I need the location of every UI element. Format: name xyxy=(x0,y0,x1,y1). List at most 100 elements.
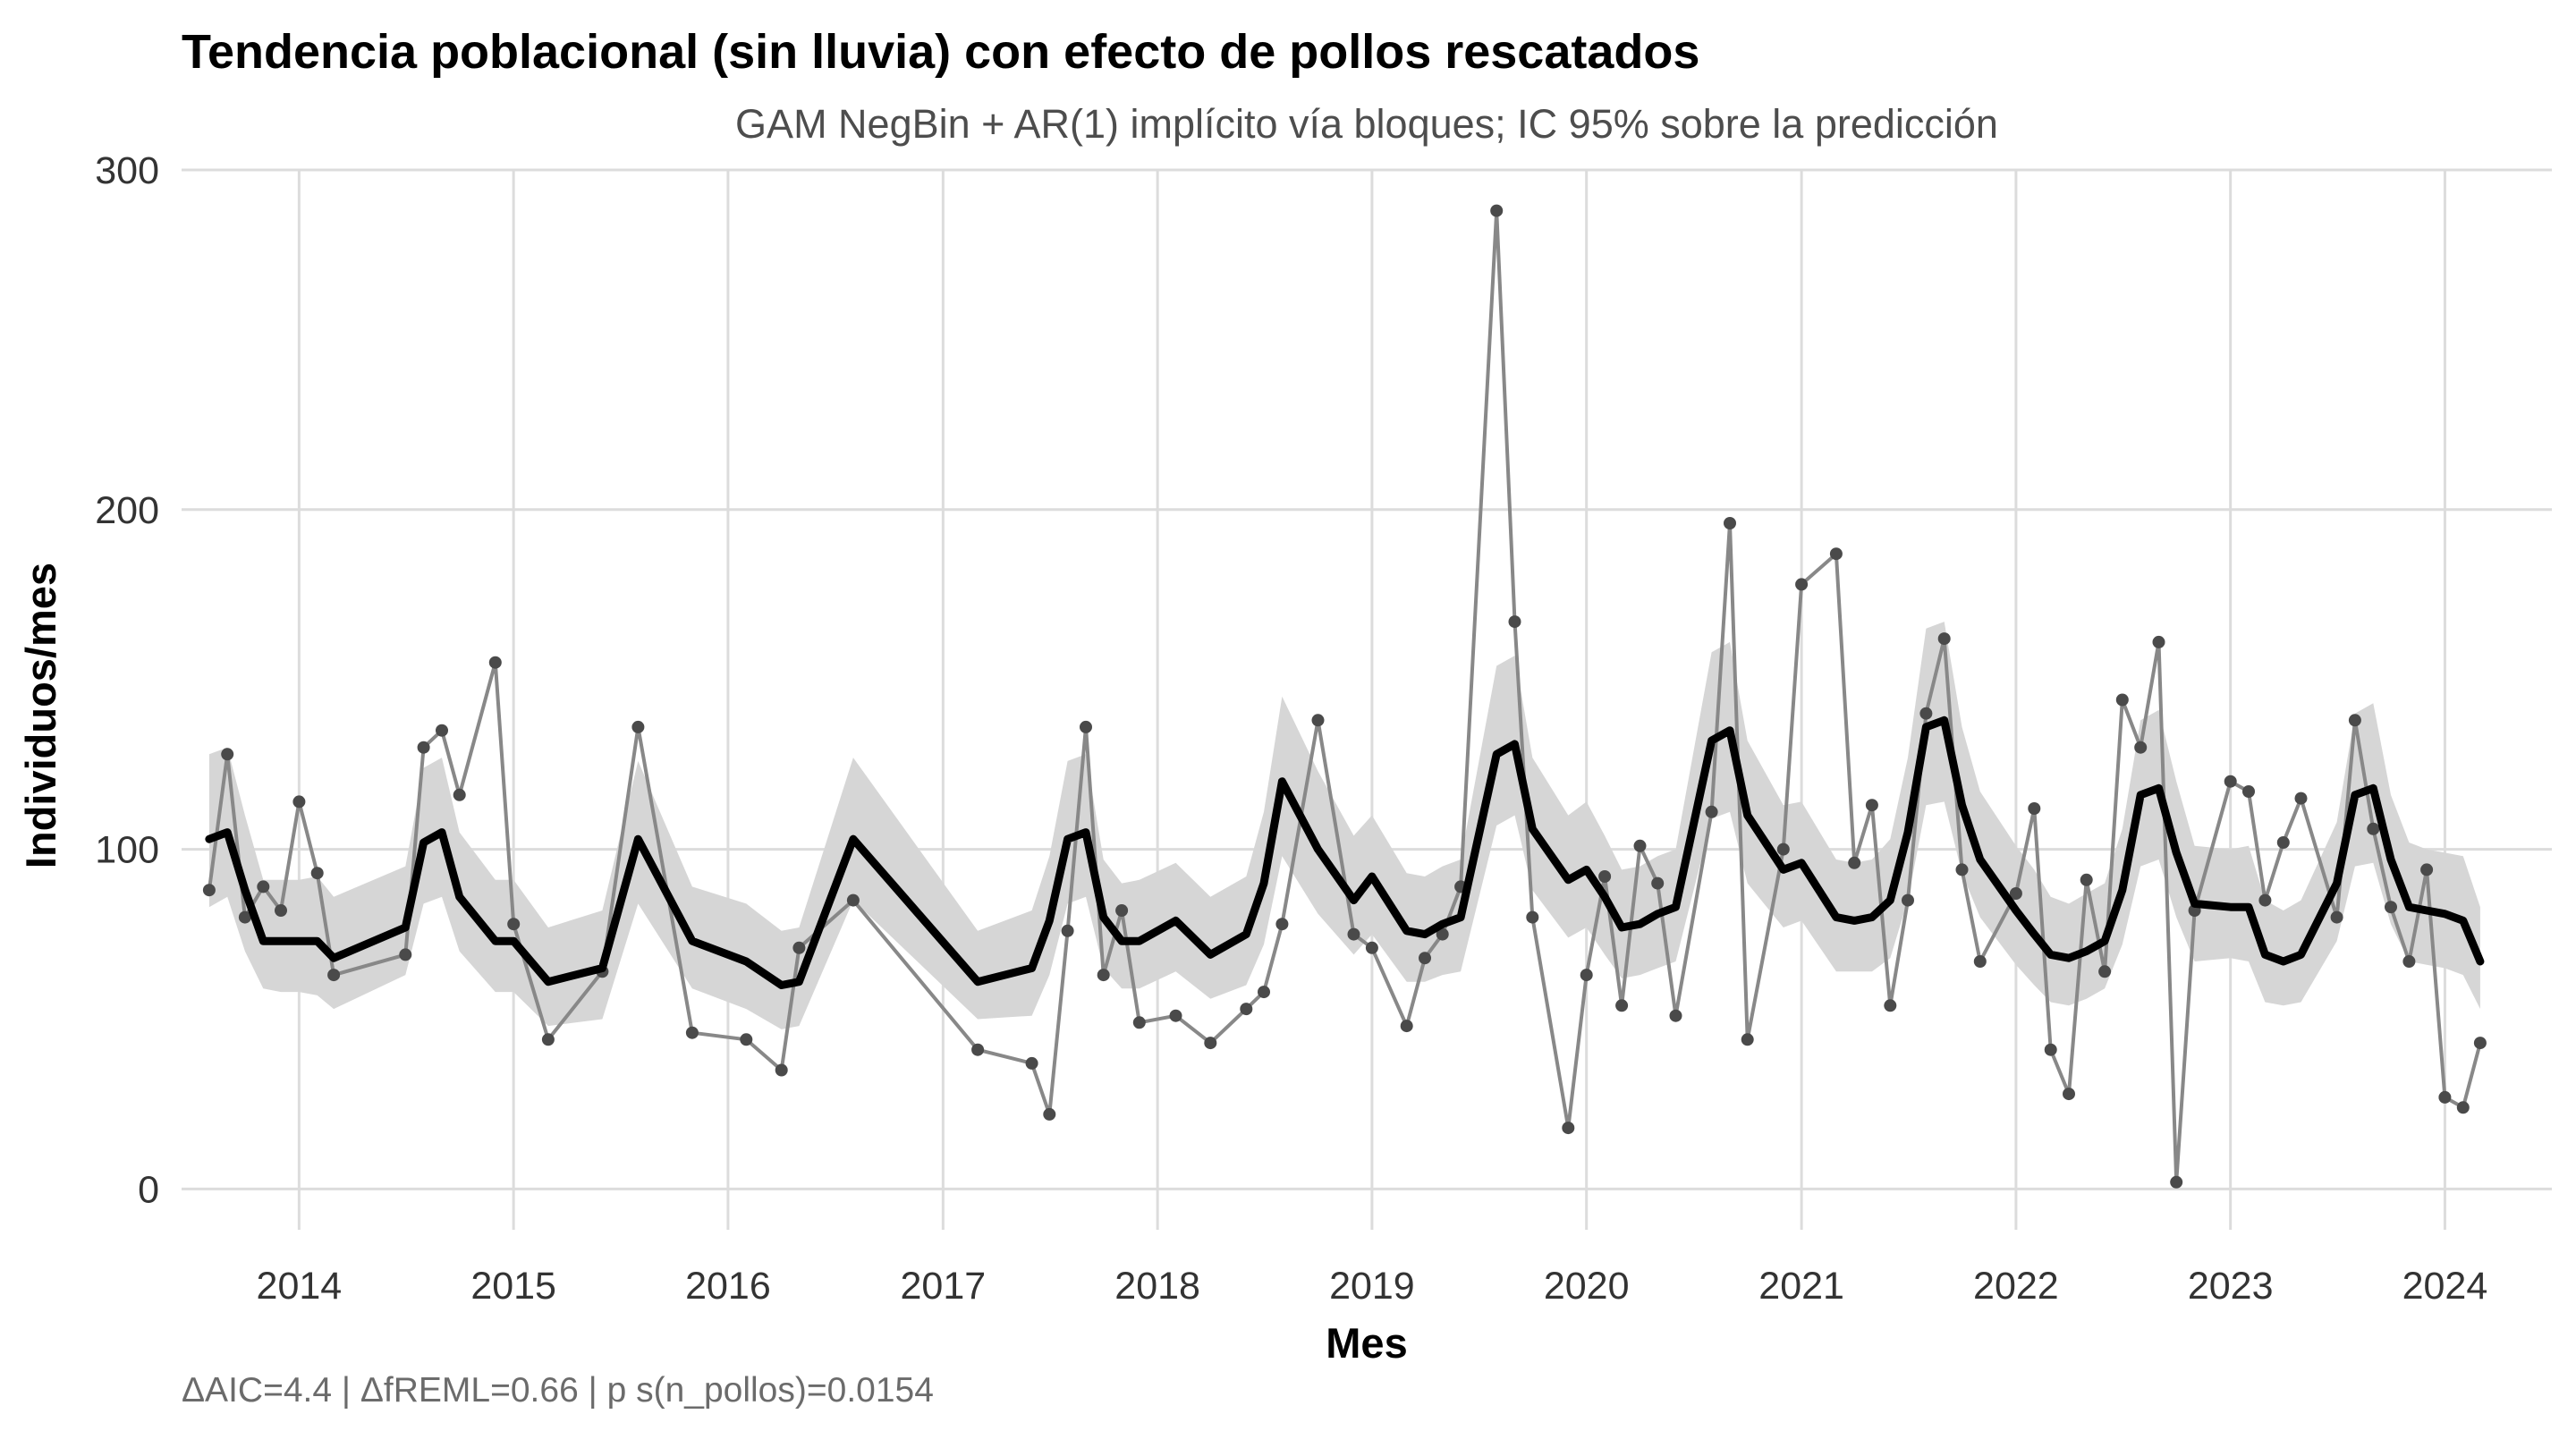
observed-point xyxy=(1580,969,1593,982)
observed-point xyxy=(2348,714,2361,727)
observed-point xyxy=(1240,1003,1253,1016)
observed-point xyxy=(1741,1033,1754,1046)
observed-point xyxy=(1080,720,1092,733)
observed-point xyxy=(1937,632,1951,646)
fitted-series xyxy=(205,716,2485,989)
observed-point xyxy=(1955,863,1969,876)
observed-point xyxy=(1633,839,1647,852)
observed-point xyxy=(1795,578,1809,591)
observed-point xyxy=(2134,741,2148,754)
observed-point xyxy=(2294,792,2308,805)
observed-point xyxy=(436,724,448,737)
observed-point xyxy=(1258,986,1270,999)
x-tick-label: 2024 xyxy=(2402,1265,2488,1308)
observed-point xyxy=(1419,952,1431,965)
observed-point xyxy=(1097,969,1110,982)
observed-point xyxy=(1705,805,1718,818)
observed-point xyxy=(2420,863,2434,876)
observed-point xyxy=(1365,941,1378,954)
x-tick-label: 2018 xyxy=(1114,1265,1200,1308)
observed-point xyxy=(1562,1122,1575,1135)
observed-point xyxy=(1651,876,1665,890)
y-tick-label: 200 xyxy=(95,489,159,532)
observed-point xyxy=(1311,714,1325,727)
chart-subtitle: GAM NegBin + AR(1) implícito vía bloques… xyxy=(735,101,1998,147)
observed-point xyxy=(1902,893,1914,907)
observed-point xyxy=(202,884,216,897)
observed-point xyxy=(1776,843,1790,856)
observed-point xyxy=(399,948,412,961)
observed-point xyxy=(507,918,521,931)
observed-point xyxy=(1169,1009,1182,1022)
observed-point xyxy=(2115,693,2129,707)
y-tick-label: 0 xyxy=(138,1168,159,1211)
observed-point xyxy=(971,1043,985,1056)
observed-point xyxy=(792,941,806,954)
observed-point xyxy=(1115,904,1129,917)
observed-point xyxy=(2242,785,2255,798)
observed-point xyxy=(2080,873,2093,886)
observed-point xyxy=(1848,856,1861,869)
caption: ΔAIC=4.4 | ΔfREML=0.66 | p s(n_pollos)=0… xyxy=(182,1371,934,1410)
observed-point xyxy=(2028,802,2041,815)
observed-point xyxy=(1061,924,1074,937)
observed-point xyxy=(1132,1016,1146,1029)
observed-point xyxy=(257,880,270,893)
x-tick-label: 2014 xyxy=(257,1265,343,1308)
observed-point xyxy=(327,969,341,982)
x-tick-labels: 2014 2015 2016 2017 2018 2019 2020 2021 2022 2023… xyxy=(257,1265,2488,1308)
observed-point xyxy=(2170,1175,2183,1189)
observed-point xyxy=(310,867,324,880)
observed-point xyxy=(1724,517,1736,529)
x-tick-label: 2021 xyxy=(1758,1265,1844,1308)
observed-point xyxy=(488,656,502,669)
observed-point xyxy=(2009,887,2022,900)
observed-point xyxy=(1669,1009,1682,1022)
observed-point xyxy=(2276,836,2290,849)
observed-point xyxy=(1204,1037,1217,1050)
observed-point xyxy=(1973,955,1987,968)
observed-point xyxy=(1025,1056,1038,1070)
x-tick-label: 2019 xyxy=(1329,1265,1415,1308)
observed-point xyxy=(2152,635,2165,648)
ci-band xyxy=(208,622,2480,1029)
y-axis-title: Individuos/mes xyxy=(17,563,64,868)
observed-point xyxy=(775,1063,788,1077)
observed-point xyxy=(1400,1020,1413,1033)
observed-point xyxy=(1490,204,1504,217)
observed-point xyxy=(2402,955,2416,968)
x-tick-label: 2017 xyxy=(901,1265,987,1308)
x-tick-label: 2023 xyxy=(2188,1265,2274,1308)
x-tick-label: 2016 xyxy=(685,1265,771,1308)
chart-title: Tendencia poblacional (sin lluvia) con e… xyxy=(182,25,1699,79)
observed-point xyxy=(541,1033,555,1046)
observed-point xyxy=(685,1026,699,1039)
y-tick-label: 100 xyxy=(95,829,159,872)
x-tick-label: 2020 xyxy=(1544,1265,1630,1308)
observed-point xyxy=(2258,893,2272,907)
y-tick-labels: 0 100 200 300 xyxy=(95,149,159,1211)
confidence-band xyxy=(208,622,2480,1029)
observed-point xyxy=(2438,1090,2452,1104)
observed-point xyxy=(740,1033,753,1046)
observed-point xyxy=(1884,999,1897,1012)
observed-point xyxy=(453,788,466,801)
observed-point xyxy=(1865,799,1878,812)
observed-point xyxy=(2044,1043,2057,1056)
observed-point xyxy=(631,720,645,733)
observed-point xyxy=(1043,1107,1056,1121)
observed-point xyxy=(1615,999,1629,1012)
y-tick-label: 300 xyxy=(95,149,159,192)
observed-point xyxy=(2330,910,2343,924)
observed-point xyxy=(846,893,860,907)
fitted-line xyxy=(205,716,2485,989)
observed-point xyxy=(1829,547,1843,561)
observed-point xyxy=(2098,965,2112,978)
x-tick-label: 2015 xyxy=(470,1265,556,1308)
observed-point xyxy=(221,748,234,761)
observed-point xyxy=(2456,1101,2470,1114)
observed-series xyxy=(202,204,2487,1189)
observed-point xyxy=(1275,918,1289,931)
observed-point xyxy=(1919,707,1933,720)
